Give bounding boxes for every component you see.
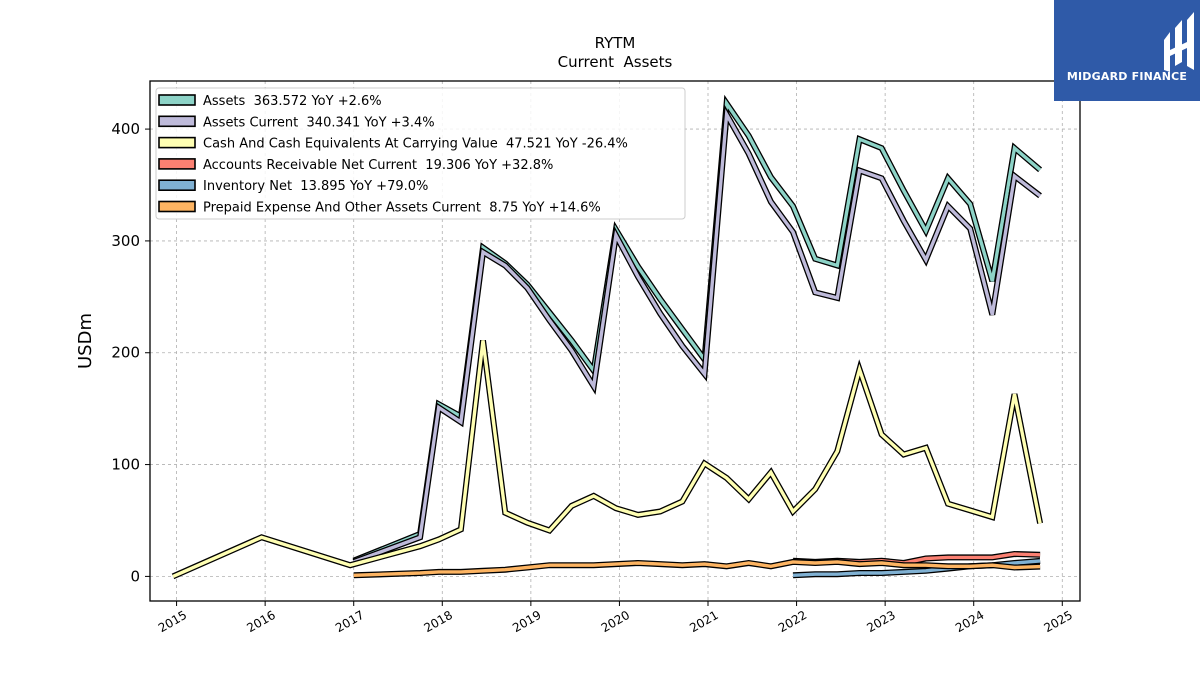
x-tick-label: 2024 (953, 608, 986, 635)
x-tick-label: 2016 (244, 608, 277, 635)
x-tick-label: 2020 (599, 608, 632, 635)
legend-label-3: Accounts Receivable Net Current 19.306 Y… (203, 158, 553, 173)
chart-subtitle: Current Assets (558, 53, 673, 71)
legend-swatch-5 (158, 200, 196, 213)
brand-logo-text: MIDGARD FINANCE (1066, 70, 1188, 83)
legend-swatch-0 (158, 94, 196, 106)
series-line-5 (353, 560, 1041, 577)
legend-label-4: Inventory Net 13.895 YoY +79.0% (203, 179, 428, 194)
brand-logo: MIDGARD FINANCE (1054, 0, 1200, 101)
legend-label-1: Assets Current 340.341 YoY +3.4% (203, 115, 435, 130)
y-tick-label: 400 (111, 120, 140, 138)
legend-label-2: Cash And Cash Equivalents At Carrying Va… (203, 137, 628, 152)
y-axis-label: USDm (75, 313, 96, 369)
legend-label-5: Prepaid Expense And Other Assets Current… (203, 201, 601, 216)
y-tick-label: 200 (111, 344, 140, 362)
series-line-2 (172, 340, 1042, 578)
brand-logo-icon (1164, 12, 1194, 72)
plot-series (171, 94, 1044, 580)
x-tick-label: 2019 (510, 608, 543, 635)
x-tick-label: 2018 (422, 608, 455, 635)
x-tick-label: 2017 (333, 608, 366, 635)
legend: Assets 363.572 YoY +2.6% Assets Current 3… (155, 87, 686, 220)
y-tick-label: 0 (130, 567, 140, 585)
legend-swatch-4 (158, 179, 196, 191)
legend-swatch-3 (158, 158, 196, 170)
x-tick-label: 2023 (864, 608, 897, 635)
y-tick-label: 100 (111, 456, 140, 474)
x-tick-label: 2021 (687, 608, 720, 635)
legend-swatch-1 (158, 115, 196, 128)
series-line-1 (353, 108, 1042, 564)
legend-label-0: Assets 363.572 YoY +2.6% (203, 94, 382, 109)
chart-title: RYTM (595, 34, 636, 52)
x-tick-label: 2022 (776, 608, 809, 635)
legend-box (155, 87, 686, 220)
y-tick-label: 300 (111, 232, 140, 250)
legend-swatch-2 (158, 136, 196, 149)
x-tick-label: 2015 (156, 608, 189, 635)
series-outline-2 (171, 340, 1044, 580)
plot-frame (149, 80, 1081, 602)
x-tick-label: 2025 (1042, 608, 1075, 635)
